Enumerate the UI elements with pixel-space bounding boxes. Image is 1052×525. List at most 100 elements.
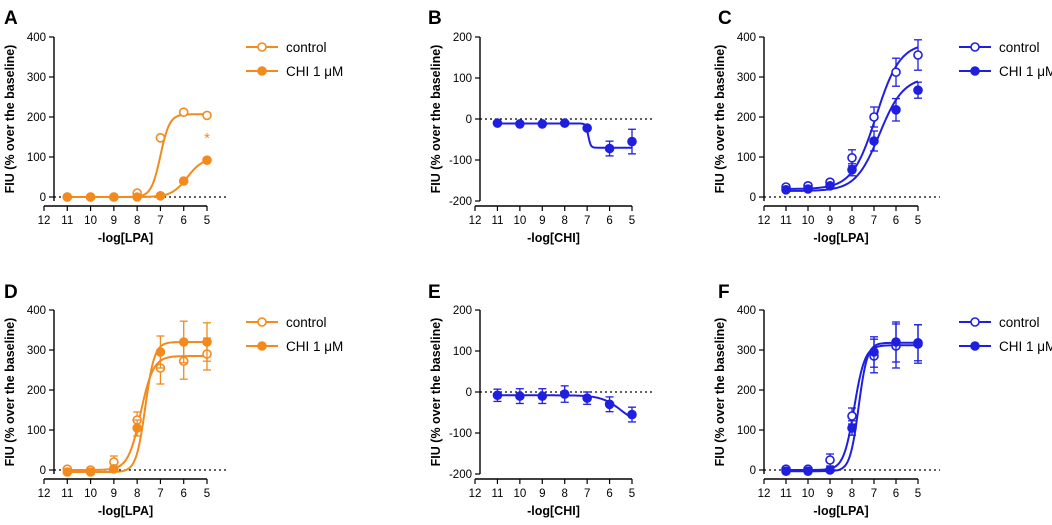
y-tick-label: 0 <box>466 114 472 126</box>
y-tick-label: 0 <box>466 387 472 399</box>
y-tick-label: 300 <box>737 345 756 357</box>
y-tick-label: 300 <box>27 345 46 357</box>
data-point <box>891 105 901 115</box>
y-tick-label: 100 <box>737 152 756 164</box>
y-tick-label: 200 <box>27 112 46 124</box>
x-tick-label: 10 <box>513 215 526 227</box>
x-tick-label: 5 <box>204 215 210 227</box>
x-tick-label: 8 <box>562 215 568 227</box>
x-tick-label: 7 <box>871 488 877 500</box>
y-tick-label: 400 <box>27 305 46 317</box>
data-point <box>178 337 189 347</box>
x-tick-label: 11 <box>780 488 792 500</box>
x-tick-label: 10 <box>802 488 815 500</box>
panel-c: C 0 100 200 300 400 12 11 10 9 8 7 6 5 FIU (% over the… <box>713 8 1052 245</box>
legend-marker <box>257 66 267 76</box>
legend-marker <box>257 341 267 351</box>
data-point <box>202 110 212 121</box>
panel-label: B <box>428 8 442 29</box>
y-tick-label: 200 <box>27 385 46 397</box>
x-tick-label: 12 <box>758 488 771 500</box>
data-point <box>847 153 857 163</box>
series-chi <box>62 320 212 477</box>
x-tick-label: 7 <box>157 215 163 227</box>
data-point <box>492 390 503 401</box>
data-point <box>913 339 923 349</box>
x-axis-label: -log[LPA] <box>813 504 868 518</box>
y-tick-label: 400 <box>737 32 756 44</box>
x-tick-label: 6 <box>893 215 899 227</box>
x-tick-label: 9 <box>827 215 833 227</box>
x-tick-label: 11 <box>780 215 792 227</box>
panel-label: D <box>4 282 18 303</box>
x-tick-label: 8 <box>134 488 140 500</box>
data-point <box>891 337 901 347</box>
panel-label: E <box>428 282 441 303</box>
data-point <box>537 119 548 129</box>
data-point <box>515 391 525 401</box>
data-point <box>155 133 166 143</box>
x-tick-label: 10 <box>84 488 97 500</box>
x-axis-label: -log[LPA] <box>98 231 153 245</box>
y-tick-label: 200 <box>737 385 756 397</box>
x-tick-label: 10 <box>513 488 526 500</box>
data-point <box>559 389 570 399</box>
y-axis-label: FIU (% over the baseline) <box>429 318 443 467</box>
y-tick-label: 0 <box>750 192 756 204</box>
x-axis-label: -log[LPA] <box>98 504 153 518</box>
y-axis-label: FIU (% over the baseline) <box>3 45 17 194</box>
x-tick-label: 7 <box>157 488 163 500</box>
x-tick-label: 9 <box>111 488 117 500</box>
x-tick-label: 8 <box>134 215 140 227</box>
y-tick-label: -200 <box>449 469 472 481</box>
x-axis-label: -log[LPA] <box>813 231 868 245</box>
legend-label: CHI 1 μM <box>999 339 1052 354</box>
data-point <box>109 463 119 474</box>
x-tick-label: 12 <box>758 215 771 227</box>
y-tick-label: 0 <box>40 465 46 477</box>
panel-label: A <box>4 8 18 29</box>
data-point <box>202 155 212 165</box>
x-tick-label: 7 <box>584 488 590 500</box>
x-tick-label: 12 <box>469 488 482 500</box>
legend: control CHI 1 μM <box>246 40 343 79</box>
data-point <box>132 192 142 202</box>
data-point <box>825 181 835 191</box>
data-point <box>85 467 96 477</box>
data-point <box>869 112 879 122</box>
y-tick-label: 100 <box>27 425 46 437</box>
data-point <box>62 467 73 477</box>
data-point <box>155 347 166 357</box>
legend-label: control <box>286 315 327 330</box>
x-axis-label: -log[CHI] <box>527 231 580 245</box>
y-tick-label: 100 <box>737 425 756 437</box>
data-point <box>178 107 189 117</box>
y-tick-label: 100 <box>453 346 472 358</box>
legend-label: CHI 1 μM <box>999 64 1052 79</box>
panel-d: D 0 100 200 300 400 12 11 10 9 8 7 6 5 FIU (% over the… <box>3 282 343 518</box>
data-point <box>913 85 923 95</box>
data-point <box>604 399 615 410</box>
x-tick-label: 6 <box>606 488 612 500</box>
series-chi <box>62 155 212 202</box>
data-point <box>627 136 637 147</box>
legend-marker <box>970 66 980 76</box>
y-tick-label: 200 <box>453 305 472 317</box>
data-point <box>825 455 835 465</box>
x-tick-label: 6 <box>181 488 187 500</box>
series-chi <box>492 118 637 157</box>
x-tick-label: 5 <box>629 488 635 500</box>
x-tick-label: 6 <box>893 488 899 500</box>
panel-f: F 0 100 200 300 400 12 11 10 9 8 7 6 5 FIU (% over the… <box>713 282 1052 518</box>
data-point <box>537 391 548 401</box>
x-tick-label: 8 <box>849 215 855 227</box>
y-tick-label: 100 <box>27 152 46 164</box>
data-point <box>627 409 637 420</box>
data-point <box>604 143 615 154</box>
x-tick-label: 9 <box>539 215 545 227</box>
y-tick-label: 0 <box>750 465 756 477</box>
y-axis-label: FIU (% over the baseline) <box>713 318 727 467</box>
x-tick-label: 5 <box>915 488 921 500</box>
y-axis-label: FIU (% over the baseline) <box>429 45 443 194</box>
x-tick-label: 7 <box>584 215 590 227</box>
